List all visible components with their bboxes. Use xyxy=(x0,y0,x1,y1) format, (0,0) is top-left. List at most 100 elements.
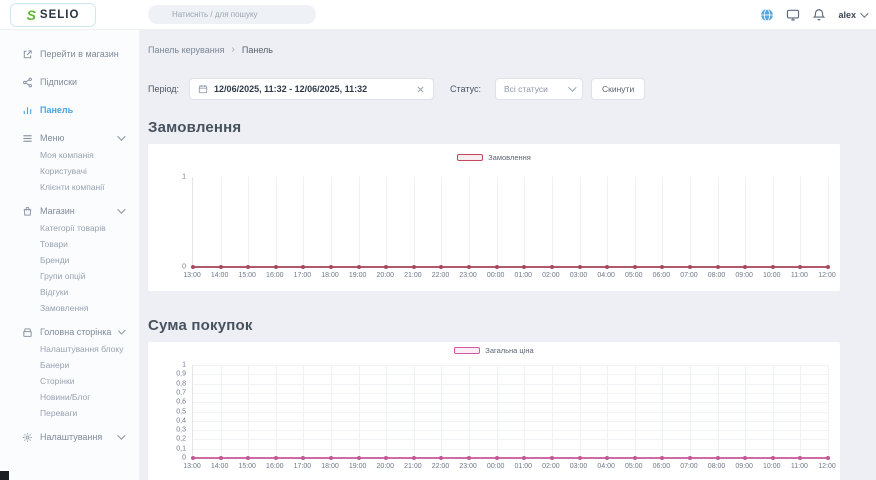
data-point[interactable] xyxy=(743,265,748,269)
data-point[interactable] xyxy=(632,265,637,269)
data-point[interactable] xyxy=(632,456,637,460)
data-point[interactable] xyxy=(218,265,223,269)
data-point[interactable] xyxy=(826,265,830,269)
data-point[interactable] xyxy=(660,265,665,269)
gridline xyxy=(551,365,553,458)
sidebar-subitem-company-clients[interactable]: Клієнти компанії xyxy=(40,182,105,192)
hamburger-icon xyxy=(23,134,32,142)
data-point[interactable] xyxy=(467,456,472,460)
sidebar-item-go-to-store[interactable]: Перейти в магазин xyxy=(22,48,139,60)
data-point[interactable] xyxy=(411,265,416,269)
data-point[interactable] xyxy=(605,265,610,269)
data-point[interactable] xyxy=(494,456,499,460)
data-point[interactable] xyxy=(715,456,720,460)
sidebar-item-store[interactable]: Магазин xyxy=(22,205,139,217)
data-point[interactable] xyxy=(301,265,306,269)
reset-button[interactable]: Скинути xyxy=(591,78,646,100)
globe-icon[interactable] xyxy=(760,8,774,22)
data-point[interactable] xyxy=(715,265,720,269)
user-name: alex xyxy=(838,10,856,20)
data-point[interactable] xyxy=(826,456,830,460)
gridline xyxy=(524,177,526,267)
data-point[interactable] xyxy=(329,456,334,460)
data-point[interactable] xyxy=(605,456,610,460)
sidebar-subitem-my-company[interactable]: Моя компанія xyxy=(40,150,94,160)
data-point[interactable] xyxy=(743,456,748,460)
period-range-input[interactable]: 12/06/2025, 11:32 - 12/06/2025, 11:32 xyxy=(189,78,435,100)
gridline xyxy=(607,177,609,267)
data-point[interactable] xyxy=(384,265,389,269)
data-point[interactable] xyxy=(439,265,444,269)
x-axis-label: 11:00 xyxy=(790,272,808,279)
data-point[interactable] xyxy=(522,265,527,269)
search-input[interactable] xyxy=(148,5,316,24)
data-point[interactable] xyxy=(577,265,582,269)
top-header: S SELIO alex xyxy=(0,0,876,30)
bell-icon[interactable] xyxy=(812,8,826,22)
data-point[interactable] xyxy=(273,456,278,460)
data-point[interactable] xyxy=(439,456,444,460)
data-point[interactable] xyxy=(356,456,361,460)
breadcrumb-item-dashboard-control[interactable]: Панель керування xyxy=(148,44,225,55)
data-point[interactable] xyxy=(770,456,775,460)
gridline xyxy=(662,365,664,458)
data-point[interactable] xyxy=(660,456,665,460)
sidebar-item-menu[interactable]: Меню xyxy=(22,132,139,144)
gridline xyxy=(193,411,828,413)
data-point[interactable] xyxy=(246,456,251,460)
period-value: 12/06/2025, 11:32 - 12/06/2025, 11:32 xyxy=(214,84,368,94)
gridline xyxy=(828,365,829,458)
monitor-icon[interactable] xyxy=(786,8,800,22)
sidebar-item-dashboard[interactable]: Панель xyxy=(22,104,139,116)
data-point[interactable] xyxy=(522,456,527,460)
data-point[interactable] xyxy=(301,456,306,460)
sidebar-subitem-banners[interactable]: Банери xyxy=(40,360,70,370)
data-point[interactable] xyxy=(273,265,278,269)
x-axis-label: 05:00 xyxy=(624,463,643,470)
user-menu[interactable]: alex xyxy=(838,9,869,20)
sidebar-subitem-block-settings[interactable]: Налаштування блоку xyxy=(40,344,124,354)
sidebar-subitem-products[interactable]: Товари xyxy=(40,239,68,249)
sidebar-subitem-pages[interactable]: Сторінки xyxy=(40,376,75,386)
data-point[interactable] xyxy=(549,265,554,269)
data-point[interactable] xyxy=(770,265,775,269)
sidebar-item-settings[interactable]: Налаштування xyxy=(22,431,139,443)
chart-legend[interactable]: Замовлення xyxy=(148,153,840,162)
sidebar-subitem-users[interactable]: Користувачі xyxy=(40,166,87,176)
data-point[interactable] xyxy=(329,265,334,269)
sidebar-item-homepage[interactable]: Головна сторінка xyxy=(22,326,139,338)
sidebar-subitem-advantages[interactable]: Переваги xyxy=(40,408,78,418)
data-point[interactable] xyxy=(191,265,195,269)
sidebar-subitem-reviews[interactable]: Відгуки xyxy=(40,287,69,297)
sidebar-subitem-news-blog[interactable]: Новини/Блог xyxy=(40,392,91,402)
x-axis-label: 18:00 xyxy=(321,272,339,279)
clear-icon[interactable] xyxy=(416,85,425,94)
data-point[interactable] xyxy=(798,456,803,460)
data-point[interactable] xyxy=(218,456,223,460)
data-point[interactable] xyxy=(246,265,251,269)
data-point[interactable] xyxy=(549,456,554,460)
data-point[interactable] xyxy=(494,265,499,269)
sidebar-subitem-product-categories[interactable]: Категорії товарів xyxy=(40,223,106,233)
selio-logo[interactable]: S SELIO xyxy=(10,3,96,27)
data-point[interactable] xyxy=(356,265,361,269)
data-point[interactable] xyxy=(411,456,416,460)
sidebar-subitem-option-groups[interactable]: Групи опцій xyxy=(40,271,86,281)
sidebar-subitem-orders[interactable]: Замовлення xyxy=(40,303,89,313)
data-point[interactable] xyxy=(191,456,195,460)
x-axis-label: 12:00 xyxy=(818,272,836,279)
sidebar-subitem-brands[interactable]: Бренди xyxy=(40,255,70,265)
data-point[interactable] xyxy=(467,265,472,269)
status-select[interactable]: Всі статуси xyxy=(495,78,583,100)
sidebar-group-store: Магазин Категорії товарів Товари Бренди … xyxy=(22,205,139,314)
data-point[interactable] xyxy=(687,265,692,269)
data-point[interactable] xyxy=(798,265,803,269)
gridline xyxy=(634,365,636,458)
data-point[interactable] xyxy=(384,456,389,460)
sidebar-item-subscriptions[interactable]: Підписки xyxy=(22,76,139,88)
breadcrumb-item-dashboard[interactable]: Панель xyxy=(241,44,273,55)
data-point[interactable] xyxy=(577,456,582,460)
data-point[interactable] xyxy=(687,456,692,460)
chart-legend[interactable]: Загальна ціна xyxy=(148,346,840,355)
